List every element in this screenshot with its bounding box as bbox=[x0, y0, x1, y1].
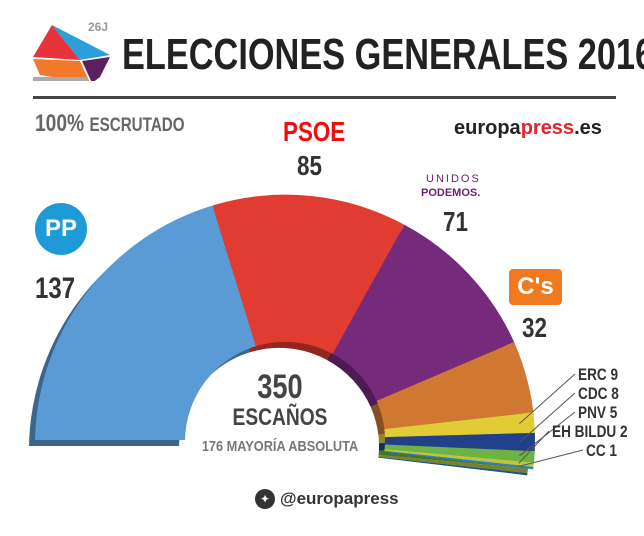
logo-text: 26J bbox=[88, 20, 108, 34]
leader-line bbox=[518, 449, 584, 467]
leader-line bbox=[519, 373, 576, 425]
seat-wedge-depth-cc bbox=[378, 456, 528, 476]
26j-logo: 26J bbox=[33, 20, 110, 81]
psoe-seats: 85 bbox=[297, 150, 322, 181]
total-seats: 350 bbox=[257, 368, 303, 406]
podemos-seats: 71 bbox=[443, 206, 468, 237]
page-title: ELECCIONES GENERALES 2016 bbox=[122, 30, 644, 79]
divider bbox=[33, 96, 616, 99]
leader-line bbox=[518, 430, 550, 464]
twitter-icon: ✦ bbox=[255, 489, 275, 509]
leader-line bbox=[519, 411, 576, 457]
seat-wedge-pp bbox=[35, 205, 257, 440]
seat-wedge-c-s bbox=[376, 342, 534, 429]
leader-line bbox=[519, 392, 576, 443]
seat-wedge-pnv bbox=[384, 444, 535, 463]
seat-wedge-psoe bbox=[212, 194, 405, 354]
podemos-logo-top: UNIDOS bbox=[426, 173, 481, 185]
cc-label: CC 1 bbox=[586, 441, 617, 460]
twitter-handle[interactable]: ✦ @europapress bbox=[255, 489, 399, 509]
brand-url[interactable]: europapress.es bbox=[454, 117, 602, 139]
podemos-logo-bottom: PODEMOS. bbox=[421, 187, 481, 199]
scrutiny-status: 100% ESCRUTADO bbox=[35, 110, 185, 137]
pp-seats: 137 bbox=[35, 272, 76, 305]
seat-wedge-unidos-podemos bbox=[332, 224, 515, 401]
pp-logo: PP bbox=[35, 203, 87, 255]
pnv-label: PNV 5 bbox=[578, 403, 618, 422]
cdc-label: CDC 8 bbox=[578, 384, 619, 403]
majority-label: 176 MAYORÍA ABSOLUTA bbox=[201, 438, 359, 455]
seat-wedge-erc bbox=[384, 412, 535, 438]
cs-logo: C's bbox=[509, 269, 562, 305]
psoe-label: PSOE bbox=[283, 116, 346, 147]
total-seats-label: ESCAÑOS bbox=[232, 404, 328, 431]
erc-label: ERC 9 bbox=[578, 365, 619, 384]
seat-wedge-cdc bbox=[384, 432, 535, 452]
cs-seats: 32 bbox=[522, 312, 547, 343]
seat-wedge-eh-bildu bbox=[384, 449, 534, 468]
seat-wedge-depth-eh-bildu bbox=[378, 455, 528, 474]
seat-wedge-cc bbox=[384, 450, 534, 470]
eh-bildu-label: EH BILDU 2 bbox=[552, 422, 628, 441]
